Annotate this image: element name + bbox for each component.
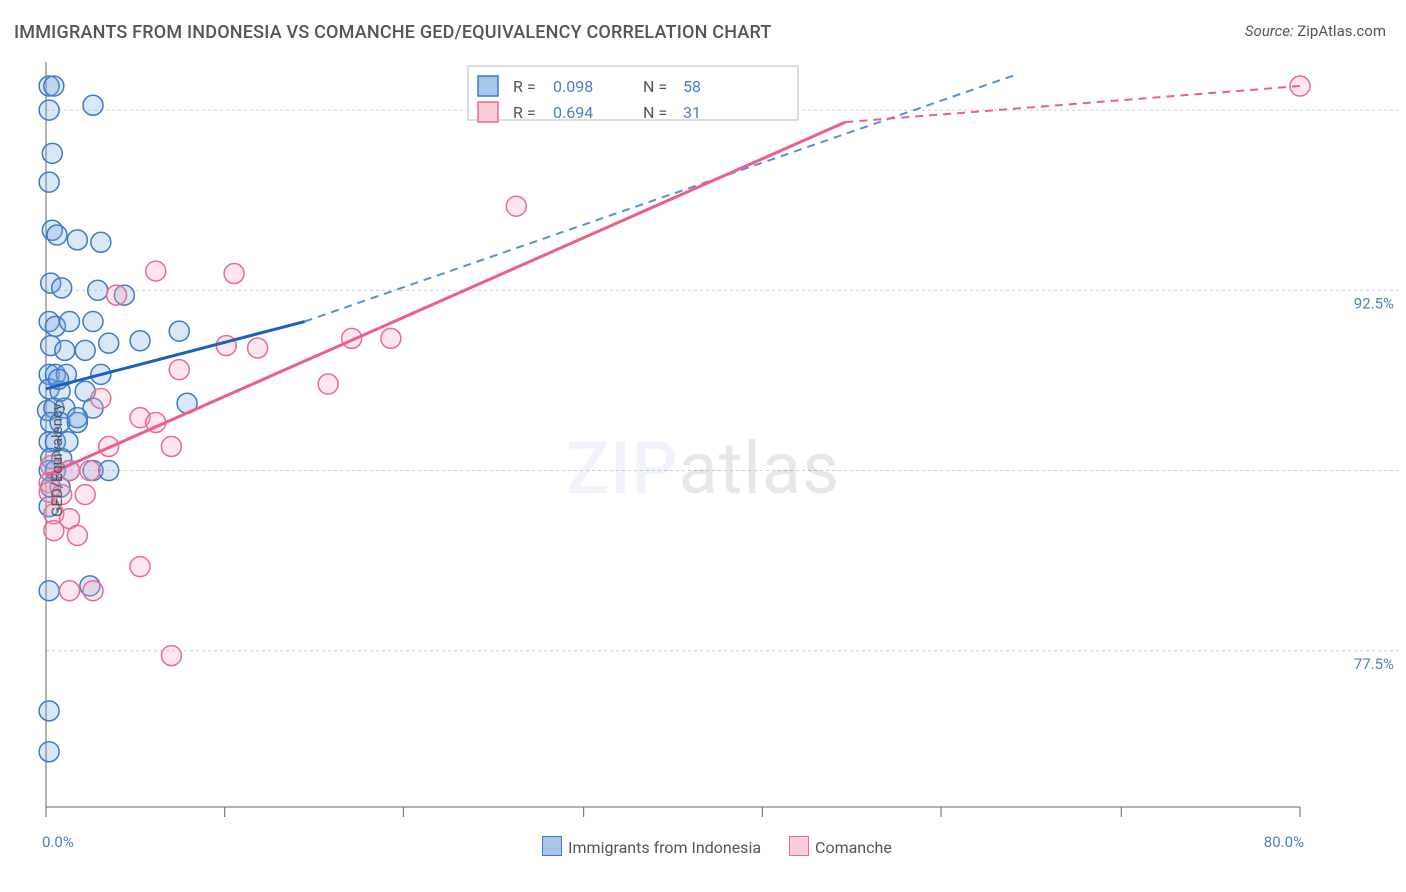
footer-label: Immigrants from Indonesia xyxy=(568,838,761,857)
data-point-blue xyxy=(83,312,103,332)
data-point-pink xyxy=(169,360,189,380)
legend-n-label: N = xyxy=(643,103,667,122)
chart-svg: 77.5%92.5%0.0%80.0%R =0.098N =58R =0.694… xyxy=(0,62,1406,857)
trendline-ext-pink xyxy=(845,86,1300,122)
data-point-pink xyxy=(224,263,244,283)
data-point-blue xyxy=(39,100,59,120)
data-point-pink xyxy=(248,338,268,358)
data-point-blue xyxy=(99,461,119,481)
legend-swatch xyxy=(478,102,498,122)
chart-area: GED/Equivalency 77.5%92.5%0.0%80.0%R =0.… xyxy=(0,62,1406,857)
data-point-blue xyxy=(88,280,108,300)
y-tick-label: 92.5% xyxy=(1354,294,1394,312)
data-point-blue xyxy=(67,408,87,428)
footer-swatch xyxy=(542,836,562,856)
data-point-pink xyxy=(161,646,181,666)
data-point-pink xyxy=(506,196,526,216)
data-point-blue xyxy=(55,340,75,360)
footer-legend: Immigrants from Indonesia Comanche xyxy=(0,836,1406,857)
data-point-blue xyxy=(130,331,150,351)
data-point-blue xyxy=(39,701,59,721)
source-label: Source: xyxy=(1245,22,1294,40)
data-point-blue xyxy=(99,333,119,353)
legend-r-value: 0.694 xyxy=(553,103,593,122)
data-point-blue xyxy=(91,232,111,252)
legend-r-value: 0.098 xyxy=(553,77,593,96)
data-point-pink xyxy=(107,285,127,305)
data-point-pink xyxy=(318,374,338,394)
legend-n-value: 31 xyxy=(683,103,701,122)
data-point-blue xyxy=(39,172,59,192)
data-point-pink xyxy=(75,485,95,505)
data-point-pink xyxy=(146,261,166,281)
footer-label: Comanche xyxy=(815,838,892,857)
data-point-blue xyxy=(42,143,62,163)
data-point-blue xyxy=(44,76,64,96)
legend-swatch xyxy=(478,76,498,96)
data-point-pink xyxy=(80,461,100,481)
footer-swatch xyxy=(789,836,809,856)
trendline-pink xyxy=(46,122,845,475)
data-point-blue xyxy=(67,230,87,250)
data-point-pink xyxy=(60,581,80,601)
data-point-blue xyxy=(47,225,67,245)
data-point-pink xyxy=(381,328,401,348)
source-value: ZipAtlas.com xyxy=(1297,22,1386,40)
y-tick-label: 77.5% xyxy=(1354,655,1394,673)
data-point-pink xyxy=(161,437,181,457)
y-axis-label: GED/Equivalency xyxy=(48,403,66,517)
data-point-blue xyxy=(75,340,95,360)
legend-n-value: 58 xyxy=(683,77,701,96)
data-point-pink xyxy=(83,581,103,601)
legend-r-label: R = xyxy=(513,103,536,122)
source-attribution: Source: ZipAtlas.com xyxy=(1245,22,1386,40)
data-point-blue xyxy=(52,278,72,298)
legend-r-label: R = xyxy=(513,77,536,96)
data-point-blue xyxy=(60,312,80,332)
data-point-blue xyxy=(39,742,59,762)
data-point-pink xyxy=(91,388,111,408)
data-point-blue xyxy=(83,95,103,115)
data-point-blue xyxy=(39,581,59,601)
data-point-blue xyxy=(169,321,189,341)
legend-n-label: N = xyxy=(643,77,667,96)
data-point-pink xyxy=(67,525,87,545)
data-point-pink xyxy=(130,557,150,577)
data-point-pink xyxy=(44,521,64,541)
chart-title: IMMIGRANTS FROM INDONESIA VS COMANCHE GE… xyxy=(14,22,772,43)
